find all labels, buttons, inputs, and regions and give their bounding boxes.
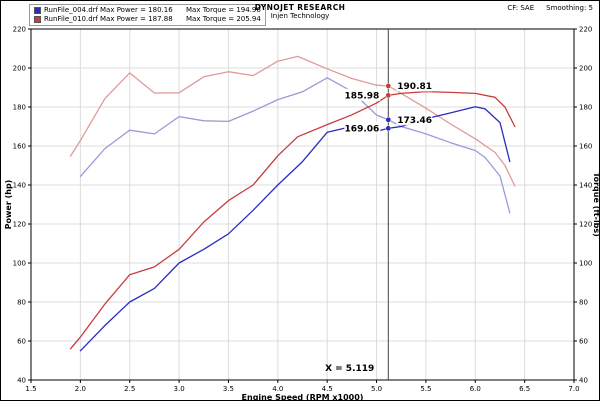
x-tick-label: 6.0 xyxy=(470,385,481,393)
torque-tick-label: 140 xyxy=(579,182,592,190)
curve-power-004 xyxy=(79,106,511,352)
x-tick-label: 2.5 xyxy=(124,385,135,393)
curve-torque-010 xyxy=(69,55,516,187)
power-tick-label: 40 xyxy=(17,377,26,385)
rpm-axis-title: Engine Speed (RPM x1000) xyxy=(242,393,364,401)
x-tick-label: 4.5 xyxy=(322,385,333,393)
cursor-marker: 169.06 xyxy=(344,121,392,134)
marker-value-label: 169.06 xyxy=(345,124,380,134)
power-tick-label: 60 xyxy=(17,338,26,346)
torque-tick-label: 60 xyxy=(579,338,588,346)
marker-value-label: 185.98 xyxy=(345,91,380,101)
grid-lines xyxy=(30,28,575,381)
cursor-x-readout: X = 5.119 xyxy=(325,364,374,374)
smoothing-label: Smoothing: 5 xyxy=(546,4,593,12)
marker-value-label: 173.46 xyxy=(397,116,432,126)
legend-item[interactable]: RunFile_010.drf Max Power = 187.88 Max Tor… xyxy=(34,15,261,24)
power-tick-label: 200 xyxy=(13,65,26,73)
correction-smoothing: CF: SAE Smoothing: 5 xyxy=(507,4,593,12)
power-tick-label: 220 xyxy=(13,26,26,34)
cursor-marker: 185.98 xyxy=(344,88,392,101)
chart-header: RunFile_004.drf Max Power = 180.16 Max Tor… xyxy=(1,1,599,27)
x-tick-label: 2.0 xyxy=(75,385,86,393)
curve-power-010 xyxy=(69,90,516,350)
legend-max-power: Max Power = 180.16 xyxy=(100,6,173,14)
x-tick-label: 5.5 xyxy=(420,385,431,393)
x-tick-label: 3.0 xyxy=(174,385,185,393)
power-tick-label: 120 xyxy=(13,221,26,229)
x-tick-label: 7.0 xyxy=(568,385,579,393)
torque-tick-label: 80 xyxy=(579,299,588,307)
plot-border xyxy=(30,28,575,381)
x-tick-label: 5.0 xyxy=(371,385,382,393)
cursor-marker: 190.81 xyxy=(385,79,433,92)
legend-run-file: RunFile_010.drf xyxy=(44,15,99,23)
torque-tick-label: 220 xyxy=(579,26,592,34)
torque-tick-label: 120 xyxy=(579,221,592,229)
torque-tick-label: 180 xyxy=(579,104,592,112)
axis-ticks: 1.5 2.0 2.5 3.0 3.5 4.0 4.5 5.0 5.5 6.0 6.5 7.040 40… xyxy=(13,26,593,394)
power-tick-label: 100 xyxy=(13,260,26,268)
legend-max-torque: Max Torque = 205.94 xyxy=(186,15,261,23)
curve-torque-004 xyxy=(79,77,511,214)
x-tick-label: 6.5 xyxy=(519,385,530,393)
run-legend: RunFile_004.drf Max Power = 180.16 Max Tor… xyxy=(29,4,266,26)
marker-dot xyxy=(385,83,392,89)
cursor-marker: 173.46 xyxy=(385,113,433,126)
torque-tick-label: 200 xyxy=(579,65,592,73)
legend-item[interactable]: RunFile_004.drf Max Power = 180.16 Max Tor… xyxy=(34,6,261,15)
marker-dot xyxy=(385,116,392,123)
torque-tick-label: 160 xyxy=(579,143,592,151)
x-tick-label: 3.5 xyxy=(223,385,234,393)
legend-color-swatch xyxy=(34,7,41,14)
cf-label: CF: SAE xyxy=(507,4,535,12)
marker-value-label: 190.81 xyxy=(397,82,432,92)
marker-dot xyxy=(385,92,392,99)
legend-color-swatch xyxy=(34,16,41,23)
x-tick-label: 4.0 xyxy=(272,385,283,393)
power-tick-label: 140 xyxy=(13,182,26,190)
power-tick-label: 80 xyxy=(17,299,26,307)
legend-max-torque: Max Torque = 194.96 xyxy=(186,6,261,14)
torque-axis-title: Torque (ft-lbs) xyxy=(592,172,600,237)
power-tick-label: 160 xyxy=(13,143,26,151)
legend-run-file: RunFile_004.drf xyxy=(44,6,99,14)
torque-tick-label: 100 xyxy=(579,260,592,268)
legend-max-power: Max Power = 187.88 xyxy=(100,15,173,23)
x-tick-label: 1.5 xyxy=(25,385,36,393)
marker-dot xyxy=(385,125,392,132)
power-axis-title: Power (hp) xyxy=(4,180,13,230)
power-tick-label: 180 xyxy=(13,104,26,112)
torque-tick-label: 40 xyxy=(579,377,588,385)
